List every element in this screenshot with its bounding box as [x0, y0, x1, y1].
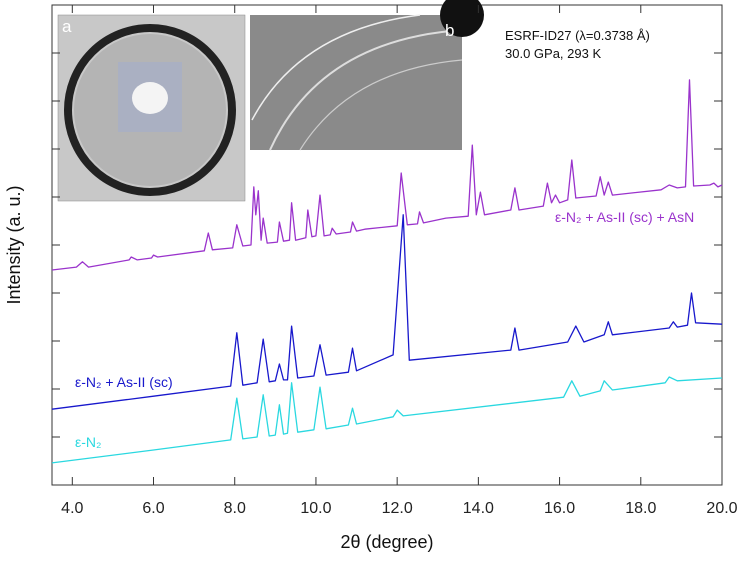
crystal [132, 82, 168, 114]
series-line [51, 214, 723, 410]
inset-label: a [62, 17, 72, 36]
inset-label: b [445, 21, 454, 40]
series-label: ε-N₂ + As-II (sc) [75, 374, 173, 390]
x-axis-label: 2θ (degree) [340, 532, 433, 552]
inset-a-border [57, 14, 246, 202]
beamstop [440, 0, 484, 37]
x-tick-label: 8.0 [224, 500, 246, 517]
annotation: ESRF-ID27 (λ=0.3738 Å) [505, 28, 650, 43]
diffraction-ring [251, 14, 421, 121]
diffraction-ring [299, 59, 463, 151]
series-line [51, 79, 723, 271]
inset-a [57, 14, 246, 202]
x-tick-label: 20.0 [706, 500, 737, 517]
annotation: 30.0 GPa, 293 K [505, 46, 601, 61]
series-label: ε-N₂ [75, 434, 101, 450]
inset-b-image [250, 15, 462, 150]
x-tick-label: 6.0 [142, 500, 164, 517]
x-tick-label: 14.0 [463, 500, 494, 517]
gasket-edge [64, 24, 236, 196]
inset-b [250, 0, 484, 151]
series-line [51, 376, 723, 464]
x-tick-label: 18.0 [625, 500, 656, 517]
x-tick-label: 16.0 [544, 500, 575, 517]
x-tick-label: 12.0 [382, 500, 413, 517]
diffraction-ring [269, 29, 463, 151]
x-tick-label: 4.0 [61, 500, 83, 517]
x-tick-label: 10.0 [300, 500, 331, 517]
series-label: ε-N₂ + As-II (sc) + AsN [555, 209, 694, 225]
y-axis-label: Intensity (a. u.) [4, 185, 24, 304]
